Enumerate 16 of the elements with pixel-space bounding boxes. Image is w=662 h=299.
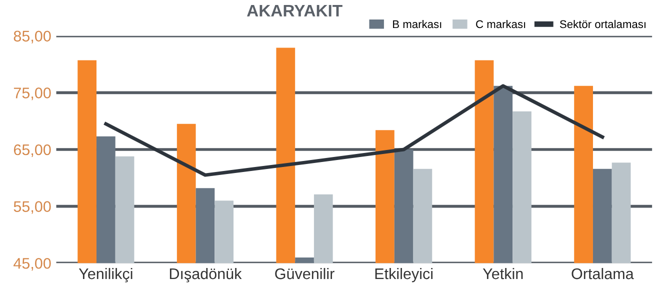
x-tick-label: Dışadönük bbox=[170, 268, 242, 282]
line-series bbox=[104, 84, 604, 177]
legend-label: B markası bbox=[393, 20, 442, 28]
x-tick-label: Etkileyici bbox=[375, 268, 433, 282]
x-tick-label: Güvenilir bbox=[275, 268, 334, 280]
y-tick-label: 45,00 bbox=[14, 258, 51, 271]
y-tick-label: 75,00 bbox=[14, 88, 51, 100]
x-tick-label: Yetkin bbox=[482, 268, 523, 280]
y-tick-label: 65,00 bbox=[14, 144, 51, 157]
chart-title: AKARYAKIT bbox=[247, 4, 342, 16]
x-tick-label: Ortalama bbox=[572, 268, 634, 280]
x-tick-label: Yenilikçi bbox=[78, 268, 132, 282]
y-tick-label: 85,00 bbox=[14, 30, 51, 44]
y-tick-label: 55,00 bbox=[14, 201, 51, 214]
legend-label: C markası bbox=[476, 20, 526, 28]
legend-label: Sektör ortalaması bbox=[560, 20, 646, 28]
